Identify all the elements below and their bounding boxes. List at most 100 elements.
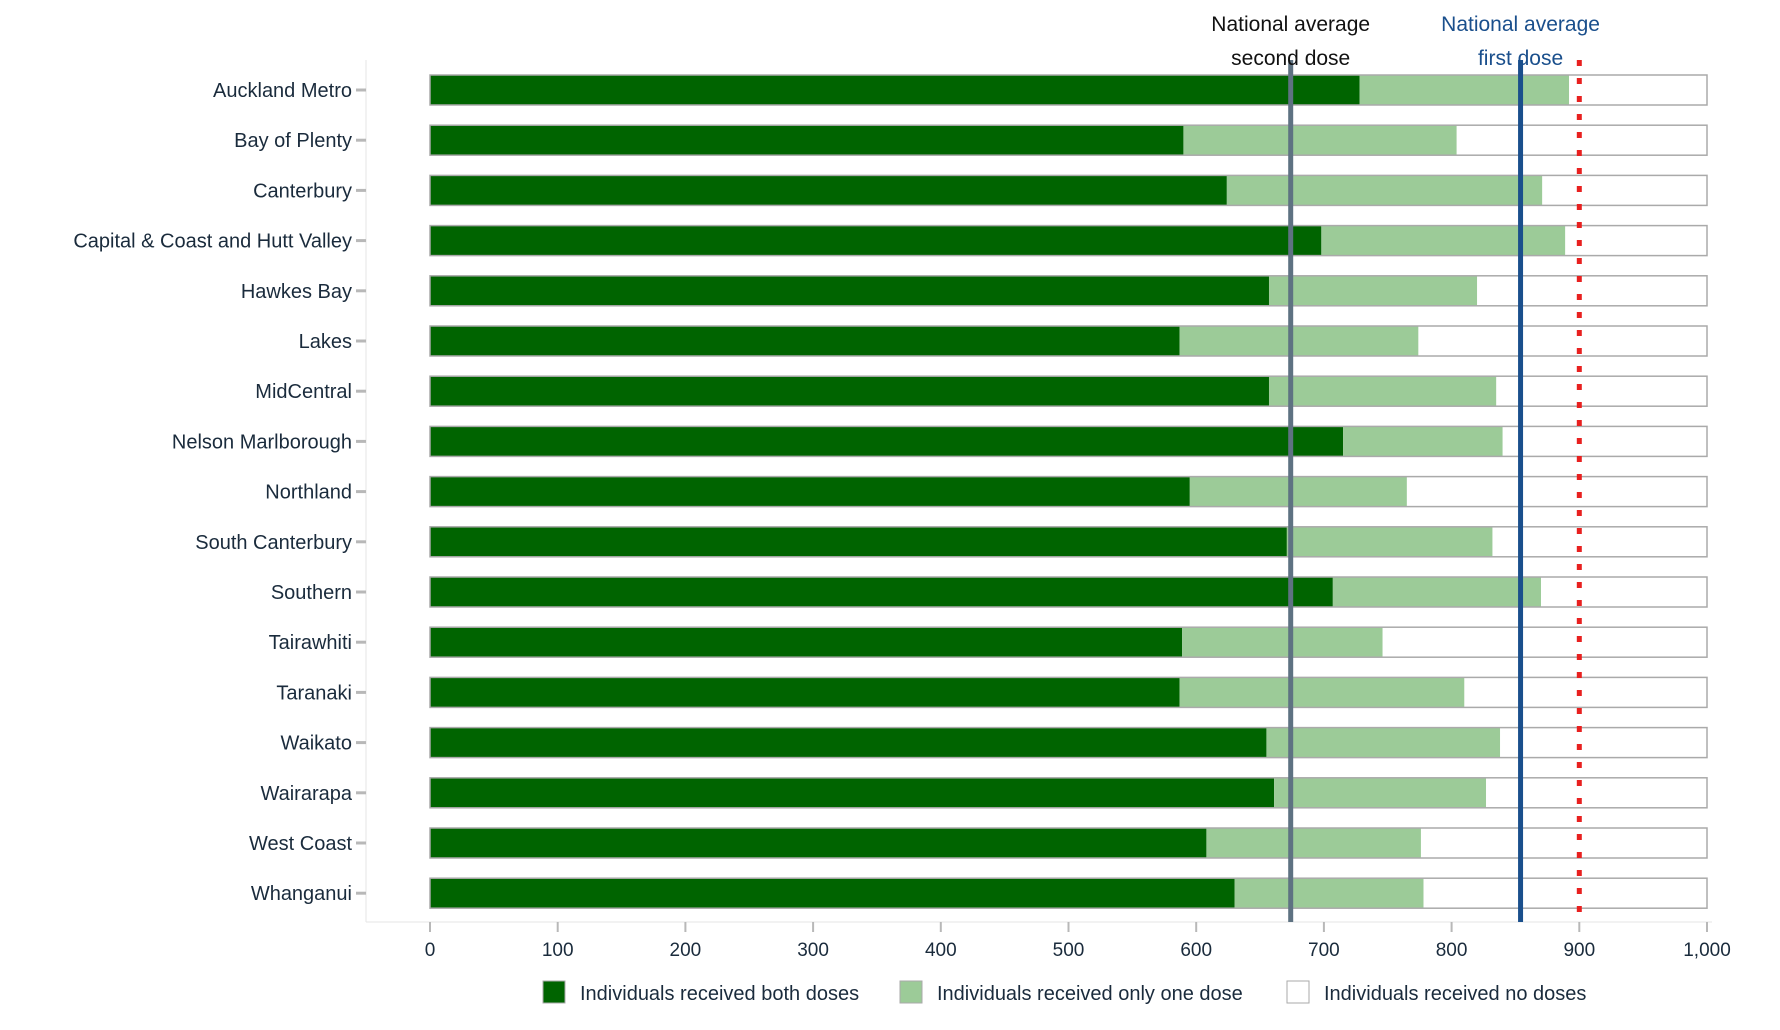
bar-segment-no-doses xyxy=(1406,476,1707,507)
bar-outline xyxy=(429,576,1708,608)
bar-segment-both-doses xyxy=(430,828,1207,858)
bar-segment-one-dose xyxy=(1179,677,1465,708)
reference-line-label: second dose xyxy=(1231,47,1350,70)
bar-outline xyxy=(429,275,1708,307)
x-tick-label: 700 xyxy=(1308,940,1340,961)
category-label: Canterbury xyxy=(253,180,352,202)
x-tick-label: 0 xyxy=(425,940,436,961)
bar-segment-both-doses xyxy=(430,577,1333,607)
category-label: Waikato xyxy=(280,733,352,755)
bar-segment-both-doses xyxy=(430,476,1190,507)
bar-outline xyxy=(429,827,1708,859)
bar-outline xyxy=(429,726,1708,759)
bar-segment-both-doses xyxy=(430,677,1180,708)
bar-segment-both-doses xyxy=(430,125,1184,156)
x-tick-label: 400 xyxy=(925,940,957,961)
legend-label: Individuals received only one dose xyxy=(937,983,1243,1005)
reference-line-label: National average xyxy=(1211,13,1370,36)
legend-label: Individuals received both doses xyxy=(580,983,859,1005)
bar-segment-one-dose xyxy=(1321,225,1566,256)
bar-outline xyxy=(429,626,1708,658)
category-label: Auckland Metro xyxy=(213,80,352,102)
bar-segment-both-doses xyxy=(430,777,1275,808)
bar-segment-no-doses xyxy=(1420,828,1707,858)
x-tick-label: 900 xyxy=(1563,940,1595,961)
bar-segment-both-doses xyxy=(430,75,1360,105)
category-label: Nelson Marlborough xyxy=(172,431,352,453)
bar-segment-no-doses xyxy=(1565,225,1707,256)
bar-segment-both-doses xyxy=(430,225,1322,256)
x-tick-label: 1,000 xyxy=(1683,940,1731,961)
x-tick-label: 500 xyxy=(1053,940,1085,961)
legend-swatch xyxy=(1286,980,1310,1004)
bar-segment-both-doses xyxy=(430,175,1227,206)
bar-segment-one-dose xyxy=(1234,878,1424,909)
category-label: Hawkes Bay xyxy=(241,281,352,303)
category-label: Taranaki xyxy=(276,682,352,704)
bar-segment-no-doses xyxy=(1423,878,1707,909)
reference-lines xyxy=(1288,60,1582,922)
legend: Individuals received both doses Individua… xyxy=(542,980,1586,1005)
bar-segment-no-doses xyxy=(1540,577,1707,607)
bar-segment-one-dose xyxy=(1182,627,1383,658)
bar-segment-one-dose xyxy=(1274,777,1487,808)
bar-segment-one-dose xyxy=(1286,526,1493,557)
bar-segment-one-dose xyxy=(1266,727,1501,758)
reference-line-label: first dose xyxy=(1478,47,1563,70)
labels: Auckland Metro Bay of Plenty Canterbury Cap… xyxy=(73,13,1730,961)
x-tick-label: 200 xyxy=(670,940,702,961)
bar-segment-no-doses xyxy=(1456,125,1707,156)
bar-segment-both-doses xyxy=(430,275,1269,306)
axes xyxy=(356,60,1712,932)
bar-segment-no-doses xyxy=(1477,275,1707,306)
bar-segment-no-doses xyxy=(1569,75,1707,105)
bar-segment-no-doses xyxy=(1496,376,1707,407)
bar-segment-one-dose xyxy=(1179,326,1419,356)
bar-segment-one-dose xyxy=(1332,577,1541,607)
bar-outline xyxy=(429,124,1708,156)
legend-label: Individuals received no doses xyxy=(1324,983,1586,1005)
bar-segment-no-doses xyxy=(1418,326,1707,356)
bars xyxy=(429,74,1708,909)
bar-outline xyxy=(429,777,1708,809)
x-tick-label: 600 xyxy=(1180,940,1212,961)
reference-line-label: National average xyxy=(1441,13,1600,36)
bar-segment-no-doses xyxy=(1382,627,1707,658)
bar-segment-one-dose xyxy=(1226,175,1543,206)
legend-swatch xyxy=(899,980,923,1004)
bar-segment-both-doses xyxy=(430,376,1269,407)
bar-segment-both-doses xyxy=(430,727,1267,758)
category-label: West Coast xyxy=(249,833,352,855)
category-label: Tairawhiti xyxy=(269,632,352,654)
category-label: Southern xyxy=(271,582,352,604)
bar-segment-no-doses xyxy=(1500,727,1707,758)
bar-outline xyxy=(429,877,1708,909)
category-label: Bay of Plenty xyxy=(234,130,352,152)
category-label: MidCentral xyxy=(255,381,352,403)
x-tick-label: 800 xyxy=(1436,940,1468,961)
bar-outline xyxy=(429,676,1708,709)
bar-outline xyxy=(429,375,1708,407)
category-label: Lakes xyxy=(299,331,352,353)
x-tick-label: 300 xyxy=(797,940,829,961)
bar-segment-one-dose xyxy=(1183,125,1457,156)
bar-segment-no-doses xyxy=(1464,677,1707,708)
bar-segment-no-doses xyxy=(1502,426,1707,457)
bar-segment-both-doses xyxy=(430,627,1183,658)
bar-outline xyxy=(429,174,1708,207)
bar-segment-both-doses xyxy=(430,326,1180,356)
bar-outline xyxy=(429,475,1708,508)
bar-segment-one-dose xyxy=(1268,275,1478,306)
bar-segment-both-doses xyxy=(430,426,1344,457)
bar-segment-both-doses xyxy=(430,878,1235,909)
bar-segment-one-dose xyxy=(1343,426,1503,457)
category-label: Northland xyxy=(265,482,352,504)
category-label: South Canterbury xyxy=(195,532,352,554)
bar-outline xyxy=(429,325,1708,357)
category-label: Whanganui xyxy=(251,883,352,905)
bar-segment-one-dose xyxy=(1359,75,1570,105)
bar-segment-one-dose xyxy=(1189,476,1407,507)
bar-outline xyxy=(429,425,1708,458)
bar-segment-both-doses xyxy=(430,526,1287,557)
